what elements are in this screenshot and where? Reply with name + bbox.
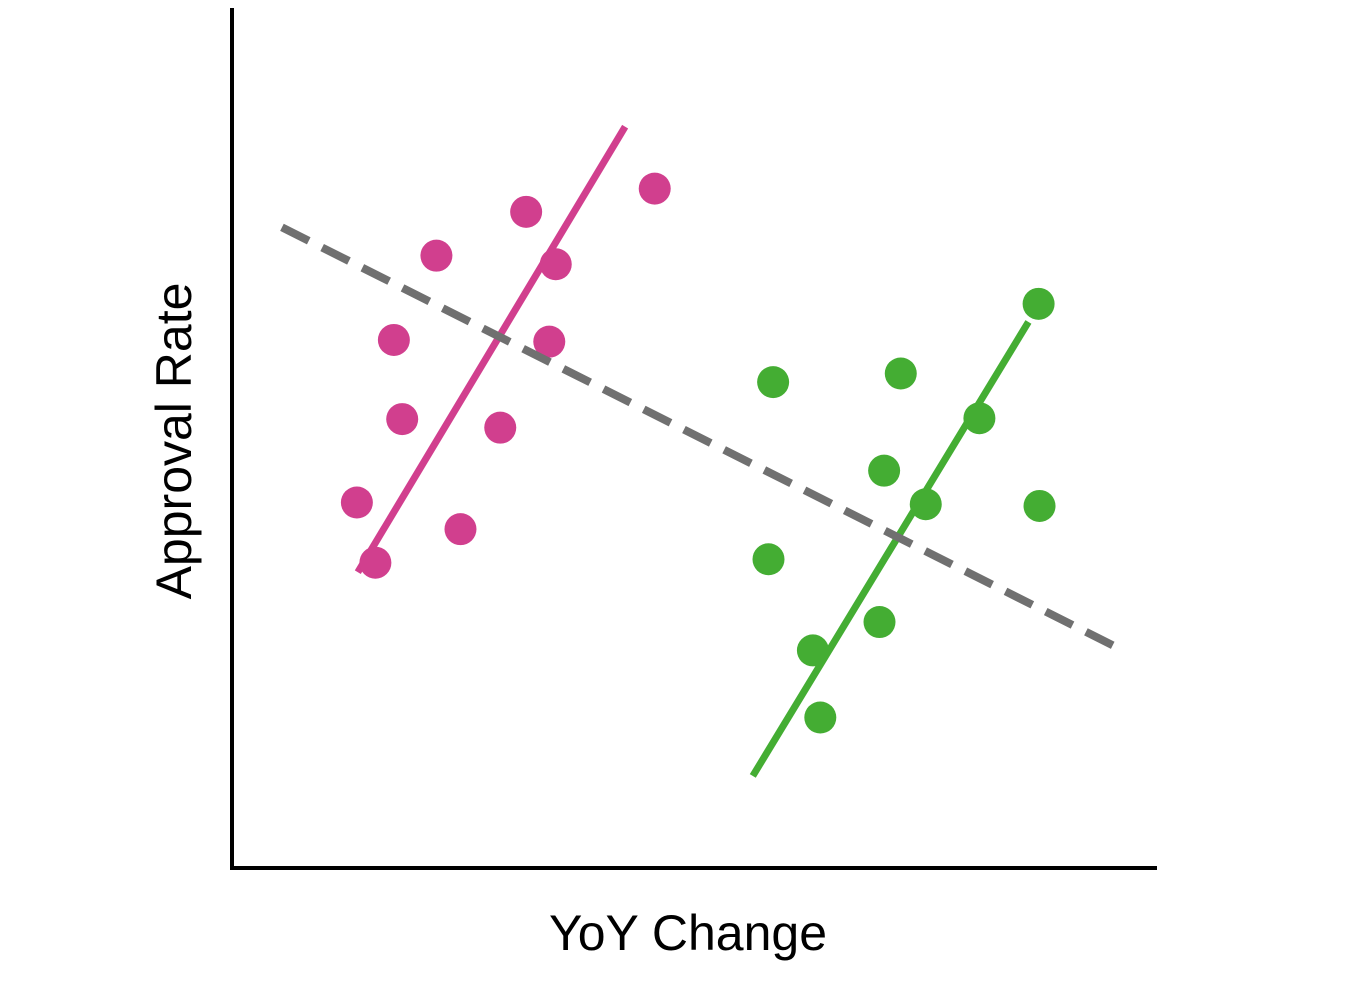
series-1-trend-line [354,124,629,574]
series-1-point-8 [444,513,477,546]
series-2-point-7 [1023,489,1056,522]
series-2-point-10 [757,366,790,399]
series-1-point-11 [638,172,671,205]
series-2 [749,287,1056,778]
series-2-point-5 [796,634,829,667]
series-1-point-3 [420,239,453,272]
series-1-point-1 [340,486,373,519]
y-axis-title: Approval Rate [146,283,202,600]
series-1-point-9 [539,248,572,281]
series-1-point-6 [484,411,517,444]
series-1-point-10 [533,325,566,358]
series-1 [340,124,671,579]
overall-trend-line [280,223,1127,655]
series-2-point-9 [804,701,837,734]
series-2-point-8 [863,606,896,639]
series-3 [280,223,1127,655]
series-2-point-2 [868,454,901,487]
series-1-point-2 [377,323,410,356]
series-2-point-1 [884,357,917,390]
series-1-point-5 [386,403,419,436]
series-2-point-4 [752,543,785,576]
series-1-point-7 [359,546,392,579]
series-2-point-3 [963,402,996,435]
x-axis-title: YoY Change [549,905,827,961]
series-2-trend-line [749,320,1032,778]
series-2-point-11 [1022,287,1055,320]
series-layer [280,124,1127,778]
series-2-point-6 [909,488,942,521]
series-1-point-4 [510,195,543,228]
